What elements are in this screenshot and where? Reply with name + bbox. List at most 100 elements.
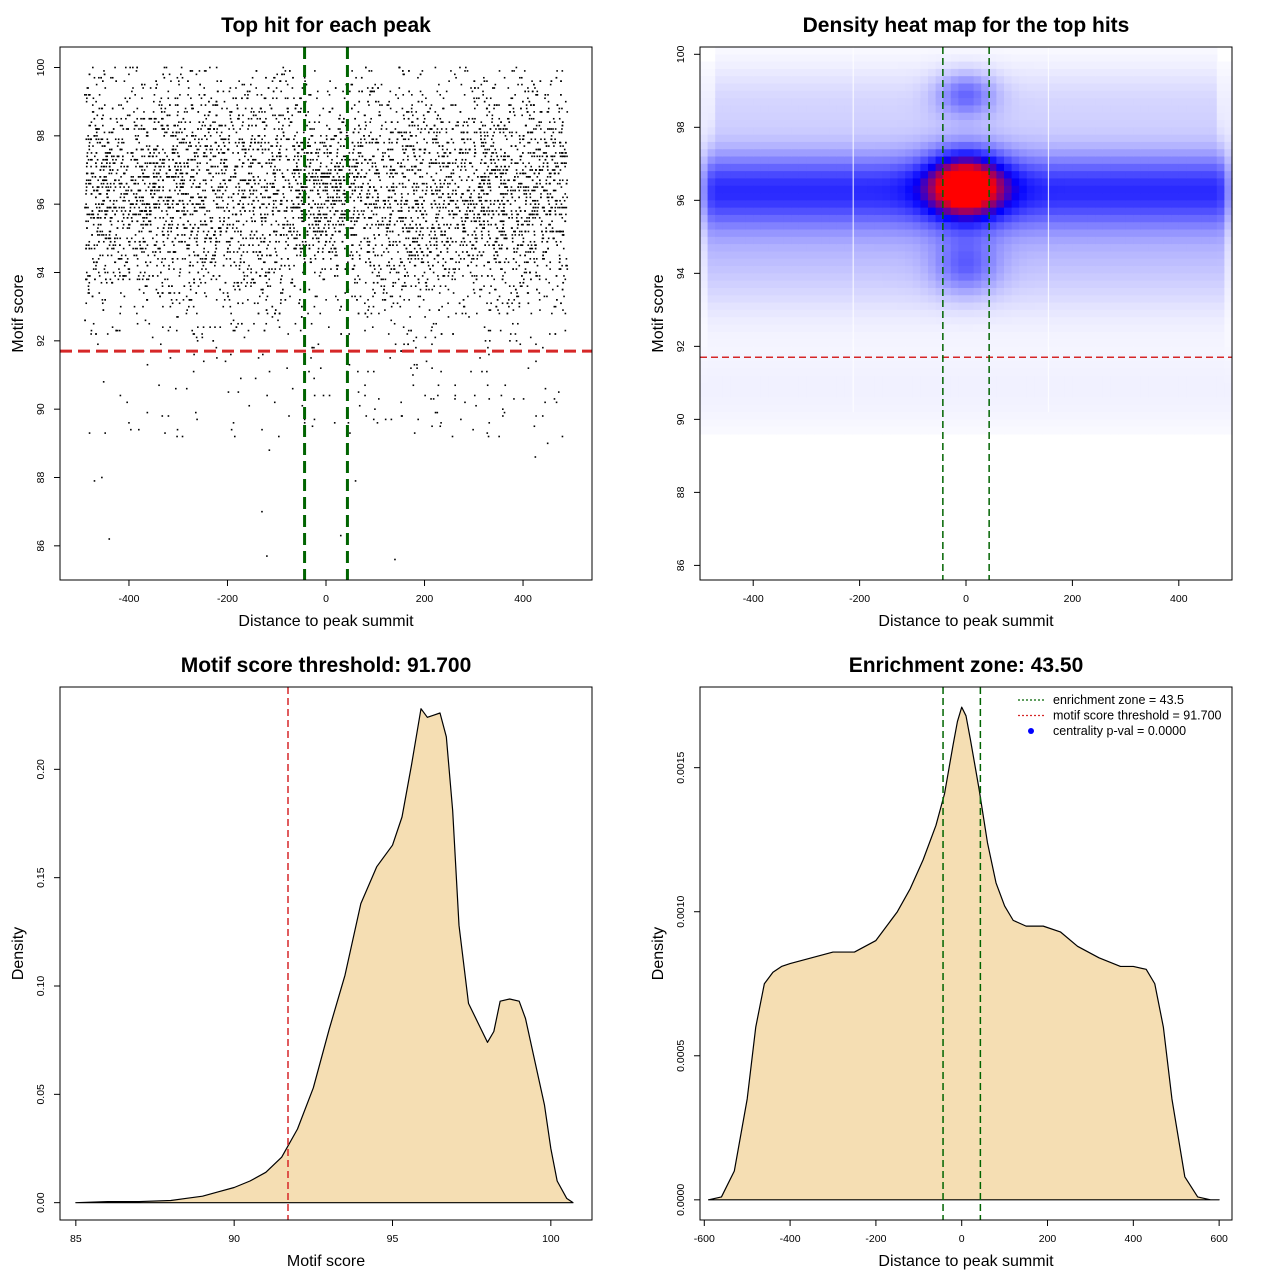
scatter-point [439, 182, 442, 185]
scatter-point [364, 281, 367, 284]
scatter-point [564, 193, 567, 195]
scatter-point [317, 152, 320, 154]
scatter-point [334, 165, 337, 168]
scatter-point [130, 237, 133, 240]
scatter-point [206, 210, 208, 212]
scatter-point [472, 288, 475, 291]
scatter-point [98, 203, 100, 205]
scatter-point [484, 124, 487, 127]
scatter-point [475, 264, 478, 267]
scatter-point [312, 169, 315, 171]
scatter-point [295, 196, 298, 199]
scatter-point [377, 193, 379, 195]
scatter-point [344, 247, 346, 250]
scatter-point [403, 285, 405, 287]
scatter-point [471, 90, 474, 93]
scatter-point [532, 217, 534, 219]
scatter-point [458, 268, 461, 270]
scatter-point [464, 312, 467, 315]
scatter-point [138, 141, 140, 144]
scatter-point [317, 213, 319, 216]
scatter-point [414, 264, 417, 267]
scatter-point [169, 292, 172, 294]
scatter-point [85, 206, 88, 209]
scatter-point [372, 247, 375, 250]
scatter-point [112, 244, 115, 246]
scatter-point [448, 268, 451, 270]
scatter-point [205, 254, 207, 257]
scatter-point [414, 199, 416, 202]
scatter-point [530, 131, 532, 134]
scatter-point [318, 275, 321, 277]
scatter-point [406, 271, 409, 274]
scatter-point [431, 206, 433, 209]
scatter-point [535, 244, 537, 246]
scatter-point [169, 251, 171, 253]
scatter-point [246, 251, 249, 253]
scatter-point [486, 114, 488, 117]
scatter-point [407, 258, 410, 260]
scatter-point [435, 172, 438, 175]
scatter-point [443, 182, 445, 185]
scatter-point [275, 251, 277, 253]
scatter-point [136, 322, 139, 325]
scatter-point [382, 158, 384, 161]
scatter-point [403, 117, 405, 120]
scatter-point [177, 111, 179, 113]
scatter-point [331, 206, 334, 209]
scatter-point [168, 114, 171, 117]
scatter-point [387, 199, 390, 202]
scatter-point [532, 206, 535, 209]
scatter-point [210, 165, 213, 168]
scatter-point [561, 264, 563, 267]
scatter-point [466, 152, 469, 154]
scatter-point [195, 186, 198, 188]
scatter-point [433, 285, 436, 287]
scatter-point [205, 148, 208, 151]
scatter-point [298, 244, 301, 246]
scatter-point [372, 305, 375, 308]
scatter-point [397, 131, 399, 134]
scatter-point [436, 193, 438, 195]
scatter-point [237, 193, 240, 195]
scatter-point [535, 275, 537, 277]
scatter-point [554, 128, 557, 130]
scatter-point [538, 299, 541, 301]
scatter-point [226, 223, 229, 226]
scatter-point [276, 135, 279, 137]
scatter-point [137, 182, 140, 185]
scatter-point [443, 152, 446, 154]
scatter-point [114, 244, 117, 246]
scatter-point [342, 121, 345, 123]
scatter-point [483, 76, 485, 79]
scatter-point [201, 206, 204, 209]
scatter-point [298, 193, 301, 195]
scatter-point [551, 312, 553, 315]
scatter-point [225, 258, 228, 260]
scatter-point [511, 131, 513, 134]
scatter-point [156, 176, 158, 178]
scatter-point [134, 240, 136, 243]
scatter-point [421, 237, 424, 240]
scatter-point [259, 275, 261, 277]
scatter-point [90, 217, 92, 219]
scatter-point [195, 336, 198, 339]
scatter-point [194, 158, 196, 161]
scatter-point [547, 111, 550, 113]
scatter-point [374, 244, 377, 246]
scatter-point [435, 213, 438, 216]
scatter-point [296, 234, 298, 236]
scatter-point [447, 196, 450, 199]
scatter-point [539, 182, 541, 185]
scatter-point [410, 111, 413, 113]
scatter-point [329, 220, 332, 223]
scatter-point [191, 131, 194, 134]
scatter-point [183, 111, 186, 113]
scatter-point [473, 172, 475, 175]
scatter-point [408, 299, 410, 301]
scatter-point [436, 117, 439, 120]
scatter-point [216, 148, 218, 151]
scatter-point [336, 152, 339, 154]
scatter-point [102, 169, 105, 171]
scatter-point [535, 182, 538, 185]
